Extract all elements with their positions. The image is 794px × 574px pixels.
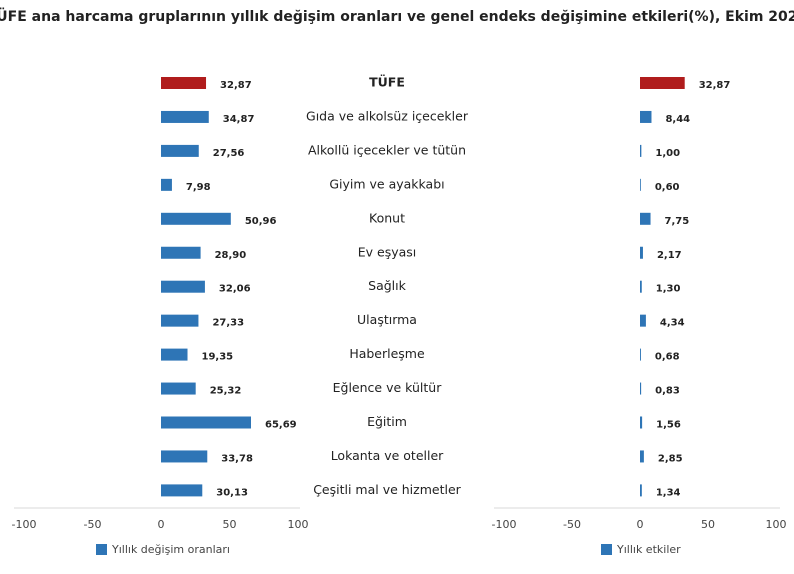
value-label: 2,85 (658, 453, 683, 464)
category-label: Ev eşyası (358, 244, 417, 259)
category-label: TÜFE (369, 75, 405, 90)
category-label: Eğitim (367, 414, 407, 429)
value-label: 65,69 (265, 420, 297, 431)
bar (161, 77, 207, 89)
x-tick-label: -100 (492, 518, 517, 531)
legend-swatch (96, 544, 107, 555)
bar (640, 382, 642, 395)
value-label: 7,98 (186, 182, 211, 193)
legend-label: Yıllık değişim oranları (111, 543, 230, 556)
bar (640, 246, 643, 259)
value-label: 27,33 (212, 318, 244, 329)
x-tick-label: -50 (84, 518, 102, 531)
x-tick-label: 100 (288, 518, 309, 531)
category-label: Giyim ve ayakkabı (329, 176, 444, 191)
value-label: 8,44 (665, 114, 690, 125)
x-tick-label: 50 (701, 518, 715, 531)
legend-label: Yıllık etkiler (616, 543, 681, 556)
bar (161, 348, 188, 361)
value-label: 0,68 (655, 352, 680, 363)
value-label: 28,90 (215, 250, 247, 261)
x-tick-label: -50 (563, 518, 581, 531)
value-label: 32,06 (219, 284, 251, 295)
value-label: 1,30 (656, 284, 681, 295)
category-label: Sağlık (368, 278, 406, 293)
bar (640, 77, 685, 89)
x-tick-label: 0 (158, 518, 165, 531)
bar (640, 144, 642, 157)
value-label: 4,34 (660, 318, 685, 329)
bar (161, 246, 201, 259)
x-tick-label: 0 (637, 518, 644, 531)
value-label: 2,17 (657, 250, 682, 261)
bar (640, 416, 643, 429)
value-label: 1,56 (656, 420, 681, 431)
value-label: 19,35 (202, 352, 234, 363)
bar (161, 382, 196, 395)
bar (161, 314, 199, 327)
value-label: 0,60 (655, 182, 680, 193)
value-label: 27,56 (213, 148, 245, 159)
category-label: Çeşitli mal ve hizmetler (313, 482, 461, 497)
value-label: 32,87 (220, 80, 252, 91)
x-tick-label: 100 (766, 518, 787, 531)
bar (640, 110, 652, 123)
category-label: Gıda ve alkolsüz içecekler (306, 108, 469, 123)
bar (640, 178, 641, 191)
bar (640, 314, 646, 327)
bar (161, 178, 172, 191)
value-label: 34,87 (223, 114, 255, 125)
value-label: 50,96 (245, 216, 277, 227)
bar (161, 450, 208, 463)
bar (161, 212, 231, 225)
bar (640, 212, 651, 225)
bar (161, 110, 209, 123)
value-label: 7,75 (665, 216, 690, 227)
category-label: Alkollü içecekler ve tütün (308, 142, 466, 157)
value-label: 1,34 (656, 487, 681, 498)
bar (161, 416, 251, 429)
category-label: Lokanta ve oteller (331, 448, 444, 463)
category-label: Eğlence ve kültür (333, 380, 443, 395)
category-label: Haberleşme (349, 346, 425, 361)
value-label: 0,83 (655, 386, 680, 397)
chart-title: TÜFE ana harcama gruplarının yıllık deği… (0, 7, 794, 25)
bar (640, 280, 642, 293)
bar (640, 484, 642, 497)
value-label: 1,00 (655, 148, 680, 159)
legend-swatch (601, 544, 612, 555)
bar (161, 144, 199, 157)
x-tick-label: -100 (12, 518, 37, 531)
category-label: Konut (369, 210, 405, 225)
value-label: 25,32 (210, 386, 242, 397)
value-label: 30,13 (216, 487, 248, 498)
category-label: Ulaştırma (357, 312, 417, 327)
bar (161, 484, 203, 497)
bar (640, 348, 641, 361)
bar (161, 280, 205, 293)
value-label: 32,87 (699, 80, 731, 91)
bar (640, 450, 644, 463)
value-label: 33,78 (221, 453, 253, 464)
x-tick-label: 50 (223, 518, 237, 531)
